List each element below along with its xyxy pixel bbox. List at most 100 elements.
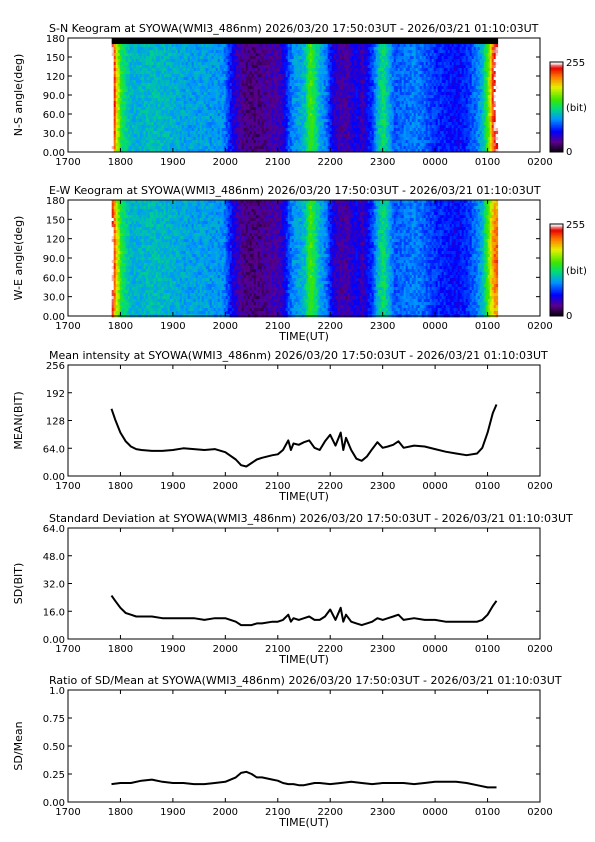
chart-title: S-N Keogram at SYOWA(WMI3_486nm) 2026/03… (49, 22, 539, 35)
x-tick-label: 1800 (108, 321, 133, 332)
y-tick-label: 180 (46, 34, 65, 45)
x-tick-label: 2300 (370, 644, 395, 655)
y-tick-label: 90.0 (43, 254, 65, 265)
x-axis-label: TIME(UT) (278, 330, 329, 343)
chart-title: Standard Deviation at SYOWA(WMI3_486nm) … (49, 512, 573, 525)
x-tick-label: 0200 (527, 481, 552, 492)
y-tick-label: 150 (46, 215, 65, 226)
y-tick-label: 90.0 (43, 91, 65, 102)
x-tick-label: 1700 (55, 807, 80, 818)
colorbar: 255 (bit) 0 (549, 58, 587, 158)
y-axis-label: SD(BIT) (12, 563, 25, 605)
y-tick-label: 0.00 (43, 635, 65, 646)
y-tick-label: 0.00 (43, 312, 65, 323)
panel-3: Mean intensity at SYOWA(WMI3_486nm) 2026… (12, 349, 553, 503)
x-tick-label: 2000 (213, 481, 238, 492)
x-tick-label: 0100 (475, 807, 500, 818)
y-tick-label: 32.0 (43, 580, 65, 591)
panel-1: S-N Keogram at SYOWA(WMI3_486nm) 2026/03… (12, 22, 587, 168)
x-tick-label: 1700 (55, 644, 80, 655)
y-tick-label: 30.0 (43, 129, 65, 140)
x-tick-label: 1700 (55, 321, 80, 332)
y-tick-label: 0.75 (43, 714, 65, 725)
y-tick-label: 150 (46, 53, 65, 64)
y-tick-label: 120 (46, 235, 65, 246)
x-tick-label: 2300 (370, 807, 395, 818)
y-tick-label: 256 (46, 361, 65, 372)
x-tick-label: 2000 (213, 157, 238, 168)
colorbar-min-label: 0 (566, 147, 572, 158)
plot-frame (67, 364, 541, 477)
keogram-image (111, 200, 499, 318)
x-axis-label: TIME(UT) (278, 816, 329, 829)
y-tick-label: 48.0 (43, 552, 65, 563)
x-tick-label: 2200 (317, 321, 342, 332)
y-tick-label: 0.25 (43, 770, 65, 781)
x-tick-label: 1900 (160, 157, 185, 168)
x-tick-label: 0200 (527, 644, 552, 655)
y-tick-label: 192 (46, 389, 65, 400)
x-tick-label: 0200 (527, 807, 552, 818)
x-tick-label: 1900 (160, 481, 185, 492)
x-tick-label: 0000 (422, 807, 447, 818)
y-tick-label: 0.50 (43, 742, 65, 753)
x-tick-label: 2300 (370, 157, 395, 168)
x-tick-label: 0100 (475, 157, 500, 168)
y-axis-label: N-S angle(deg) (12, 54, 25, 137)
x-tick-label: 1800 (108, 807, 133, 818)
y-tick-label: 1.0 (49, 686, 65, 697)
x-tick-label: 2200 (317, 644, 342, 655)
colorbar-max-label: 255 (566, 220, 585, 231)
y-tick-label: 64.0 (43, 444, 65, 455)
x-tick-label: 0200 (527, 321, 552, 332)
x-tick-label: 0000 (422, 321, 447, 332)
x-tick-label: 0100 (475, 644, 500, 655)
y-tick-label: 30.0 (43, 293, 65, 304)
x-tick-label: 2000 (213, 807, 238, 818)
chart-title: Mean intensity at SYOWA(WMI3_486nm) 2026… (49, 349, 548, 362)
x-tick-label: 1900 (160, 644, 185, 655)
chart-title: Ratio of SD/Mean at SYOWA(WMI3_486nm) 20… (49, 674, 562, 687)
y-tick-label: 120 (46, 72, 65, 83)
x-tick-label: 2300 (370, 481, 395, 492)
x-tick-label: 2100 (265, 644, 290, 655)
x-tick-label: 1800 (108, 644, 133, 655)
x-tick-label: 0000 (422, 157, 447, 168)
x-axis-label: TIME(UT) (278, 653, 329, 666)
panel-5: Ratio of SD/Mean at SYOWA(WMI3_486nm) 20… (12, 674, 562, 829)
x-tick-label: 2200 (317, 481, 342, 492)
y-tick-label: 60.0 (43, 110, 65, 121)
x-tick-label: 0100 (475, 481, 500, 492)
keogram-image (111, 38, 499, 153)
colorbar-unit-label: (bit) (566, 103, 587, 114)
y-tick-label: 64.0 (43, 524, 65, 535)
y-axis-label: W-E angle(deg) (12, 216, 25, 301)
y-axis-label: SD/Mean (12, 721, 25, 770)
panel-2: E-W Keogram at SYOWA(WMI3_486nm) 2026/03… (12, 184, 587, 343)
x-tick-label: 1900 (160, 321, 185, 332)
y-axis-label: MEAN(BIT) (12, 391, 25, 449)
x-tick-label: 2200 (317, 807, 342, 818)
x-tick-label: 1700 (55, 157, 80, 168)
x-tick-label: 2200 (317, 157, 342, 168)
series-line (110, 595, 498, 627)
x-tick-label: 2100 (265, 157, 290, 168)
x-tick-label: 0200 (527, 157, 552, 168)
chart-title: E-W Keogram at SYOWA(WMI3_486nm) 2026/03… (49, 184, 541, 197)
x-axis-label: TIME(UT) (278, 490, 329, 503)
x-tick-label: 2000 (213, 644, 238, 655)
y-tick-label: 0.00 (43, 148, 65, 159)
x-tick-label: 2300 (370, 321, 395, 332)
panel-4: Standard Deviation at SYOWA(WMI3_486nm) … (12, 512, 573, 666)
x-tick-label: 2100 (265, 481, 290, 492)
x-tick-label: 1700 (55, 481, 80, 492)
y-tick-label: 0.00 (43, 472, 65, 483)
x-tick-label: 2100 (265, 807, 290, 818)
x-tick-label: 0100 (475, 321, 500, 332)
y-tick-label: 60.0 (43, 273, 65, 284)
x-tick-label: 1800 (108, 481, 133, 492)
x-tick-label: 2100 (265, 321, 290, 332)
y-tick-label: 16.0 (43, 607, 65, 618)
x-tick-label: 2000 (213, 321, 238, 332)
